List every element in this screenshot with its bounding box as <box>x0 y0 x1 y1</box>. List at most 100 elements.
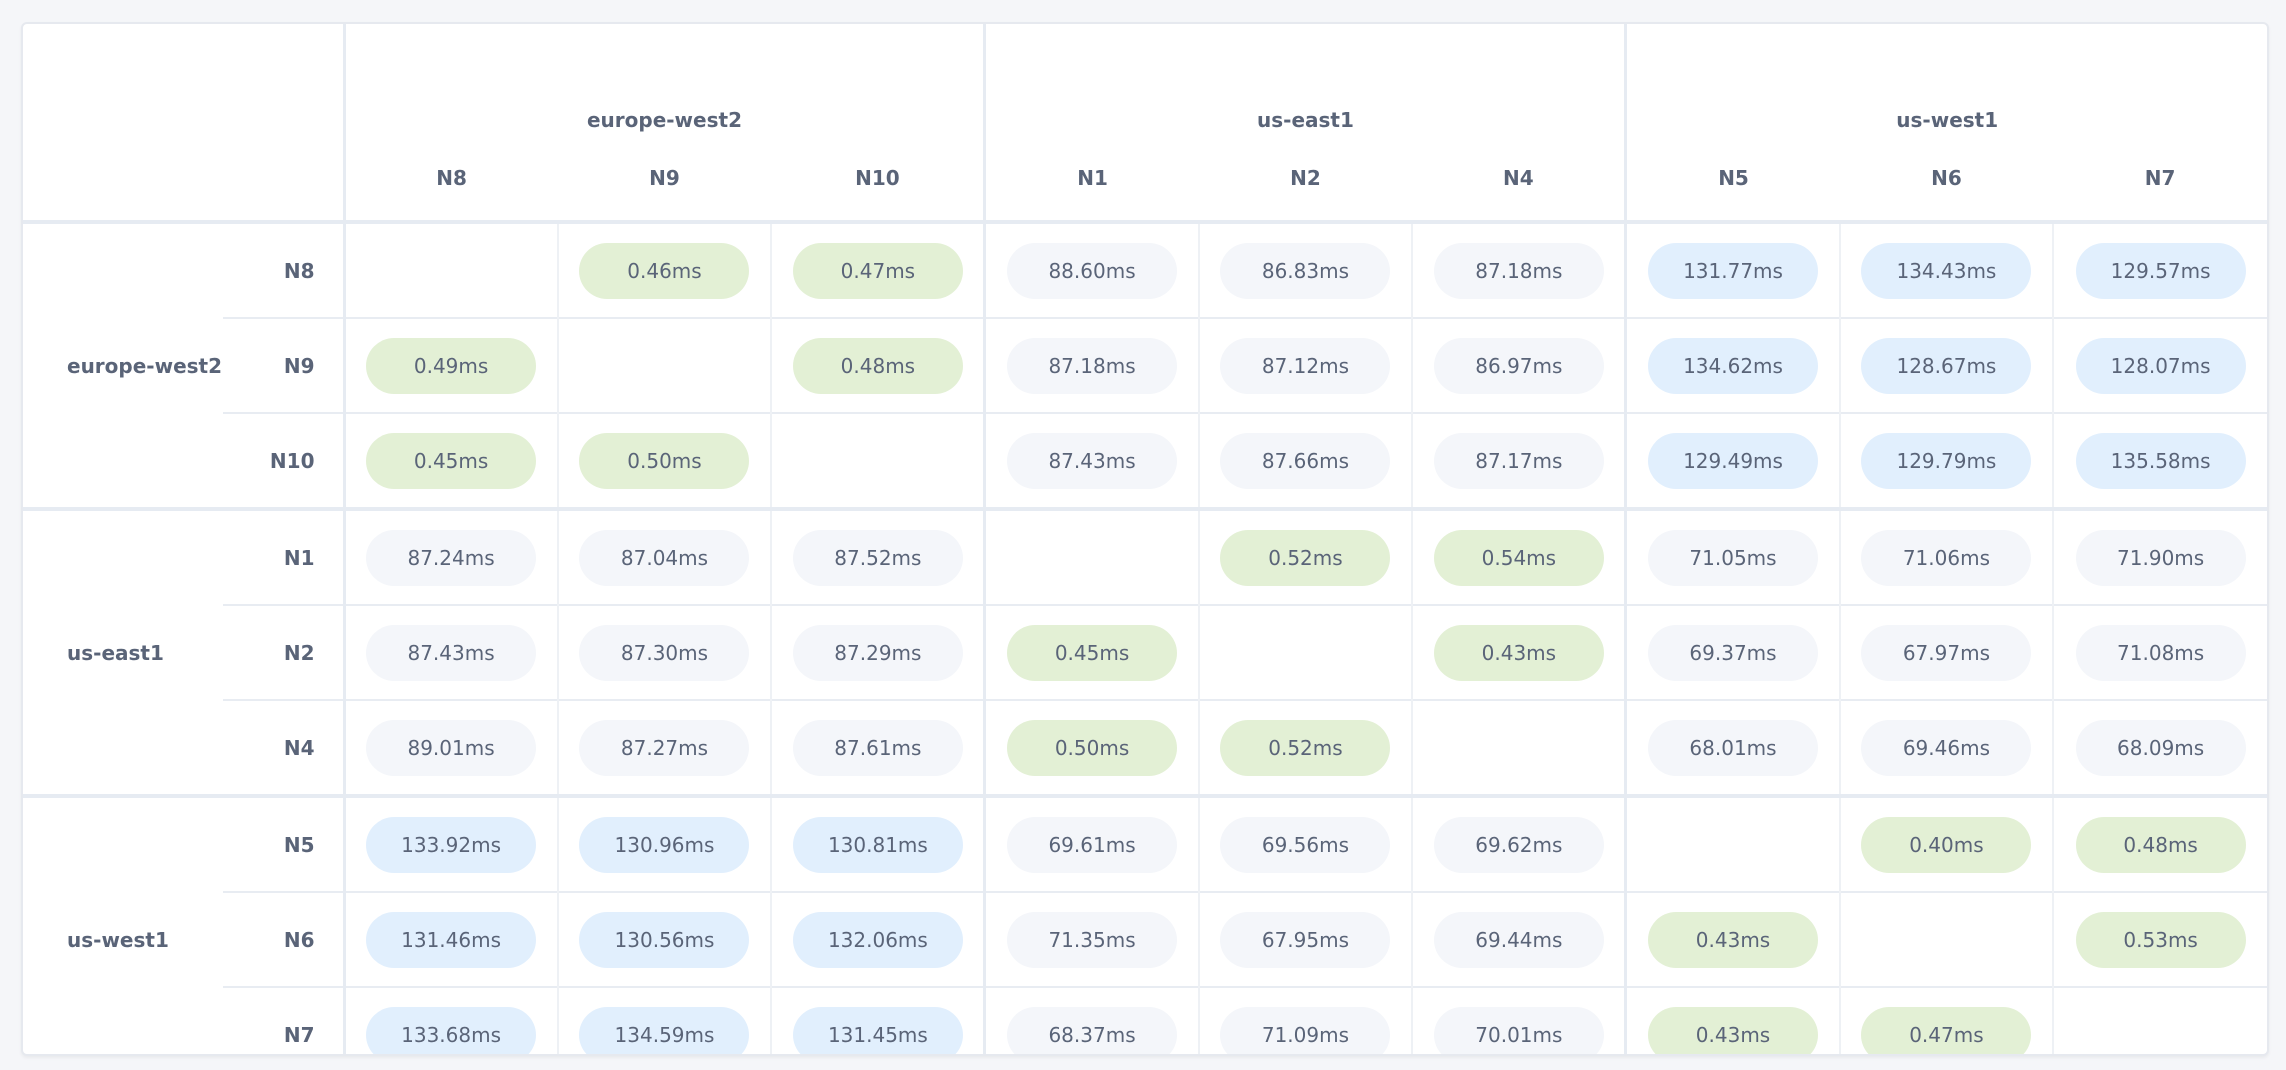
latency-pill: 69.62ms <box>1433 816 1604 873</box>
latency-cell: 87.66ms <box>1197 412 1413 509</box>
latency-cell: 0.52ms <box>1197 699 1413 796</box>
node-header: N9 <box>557 136 772 224</box>
row-region-label: us-west1 <box>23 794 223 1054</box>
latency-pill: 87.04ms <box>579 529 750 586</box>
latency-cell: 131.77ms <box>1624 221 1840 318</box>
latency-cell: 89.01ms <box>342 699 558 796</box>
node-header: N1 <box>983 136 1199 224</box>
latency-pill: 67.97ms <box>1861 624 2032 681</box>
latency-cell: 69.56ms <box>1197 794 1413 892</box>
table-row: us-west1 N5 133.92ms 130.96ms 130.81ms 69.61m… <box>23 794 2267 1054</box>
latency-cell <box>2052 986 2267 1054</box>
table-row: N4 89.01ms 87.27ms 87.61ms 0.50ms 0.52ms 68.01… <box>23 699 2267 796</box>
latency-cell: 0.43ms <box>1624 891 1840 987</box>
latency-cell: 87.30ms <box>556 604 772 700</box>
latency-cell <box>556 317 772 413</box>
latency-pill: 87.24ms <box>366 529 537 586</box>
latency-cell: 0.48ms <box>2052 794 2267 892</box>
latency-pill: 69.37ms <box>1648 624 1819 681</box>
row-node-label: N9 <box>223 317 344 413</box>
latency-cell: 129.79ms <box>1838 412 2054 509</box>
latency-pill: 0.50ms <box>579 432 750 489</box>
latency-pill: 68.37ms <box>1007 1006 1178 1054</box>
corner-cell <box>23 136 344 224</box>
latency-cell: 88.60ms <box>983 221 1199 318</box>
row-node-label: N6 <box>223 891 344 987</box>
row-node-label: N8 <box>223 221 344 318</box>
latency-cell: 128.67ms <box>1838 317 2054 413</box>
latency-pill: 87.43ms <box>1007 432 1178 489</box>
region-header: us-west1 <box>1624 24 2267 136</box>
latency-cell: 68.09ms <box>2052 699 2267 796</box>
latency-pill: 70.01ms <box>1433 1006 1604 1054</box>
latency-cell: 0.43ms <box>1624 986 1840 1054</box>
latency-cell <box>342 221 558 318</box>
latency-cell: 67.95ms <box>1197 891 1413 987</box>
latency-cell: 69.46ms <box>1838 699 2054 796</box>
latency-pill: 69.61ms <box>1007 816 1178 873</box>
latency-cell: 67.97ms <box>1838 604 2054 700</box>
latency-cell: 130.81ms <box>770 794 985 892</box>
latency-pill: 0.47ms <box>792 242 963 299</box>
latency-cell: 86.83ms <box>1197 221 1413 318</box>
latency-cell: 69.44ms <box>1411 891 1626 987</box>
latency-cell: 71.90ms <box>2052 507 2267 605</box>
region-header: us-east1 <box>983 24 1626 136</box>
latency-pill: 129.49ms <box>1648 432 1819 489</box>
latency-cell: 131.45ms <box>770 986 985 1054</box>
latency-cell: 69.62ms <box>1411 794 1626 892</box>
latency-cell: 133.92ms <box>342 794 558 892</box>
latency-cell: 87.52ms <box>770 507 985 605</box>
latency-cell: 0.40ms <box>1838 794 2054 892</box>
latency-pill: 0.52ms <box>1220 529 1391 586</box>
latency-pill: 0.47ms <box>1861 1006 2032 1054</box>
latency-cell: 87.29ms <box>770 604 985 700</box>
latency-pill: 134.43ms <box>1861 242 2032 299</box>
latency-pill: 87.17ms <box>1433 432 1604 489</box>
row-node-label: N1 <box>223 507 344 605</box>
latency-cell <box>1624 794 1840 892</box>
latency-pill: 130.81ms <box>792 816 963 873</box>
latency-cell: 71.35ms <box>983 891 1199 987</box>
node-header: N2 <box>1198 136 1413 224</box>
latency-pill: 0.53ms <box>2075 911 2246 968</box>
latency-pill: 71.35ms <box>1007 911 1178 968</box>
latency-pill: 87.43ms <box>366 624 537 681</box>
latency-pill: 0.49ms <box>366 337 537 394</box>
latency-cell: 134.62ms <box>1624 317 1840 413</box>
latency-pill: 131.77ms <box>1648 242 1819 299</box>
latency-cell: 0.50ms <box>556 412 772 509</box>
latency-pill: 87.61ms <box>792 719 963 776</box>
latency-pill: 0.43ms <box>1648 1006 1819 1054</box>
node-header: N5 <box>1624 136 1840 224</box>
latency-pill: 134.59ms <box>579 1006 750 1054</box>
latency-cell: 0.47ms <box>1838 986 2054 1054</box>
latency-pill: 87.27ms <box>579 719 750 776</box>
latency-cell: 87.04ms <box>556 507 772 605</box>
latency-pill: 68.01ms <box>1648 719 1819 776</box>
row-node-label: N7 <box>223 986 344 1054</box>
latency-cell: 0.50ms <box>983 699 1199 796</box>
latency-cell: 69.37ms <box>1624 604 1840 700</box>
latency-cell: 0.54ms <box>1411 507 1626 605</box>
latency-pill: 135.58ms <box>2075 432 2246 489</box>
latency-pill: 87.30ms <box>579 624 750 681</box>
node-header: N10 <box>771 136 985 224</box>
latency-pill: 130.96ms <box>579 816 750 873</box>
latency-cell: 87.18ms <box>983 317 1199 413</box>
row-region-label: europe-west2 <box>23 221 223 509</box>
latency-pill: 132.06ms <box>792 911 963 968</box>
latency-cell: 87.17ms <box>1411 412 1626 509</box>
latency-cell: 0.52ms <box>1197 507 1413 605</box>
table-row: us-east1 N1 87.24ms 87.04ms 87.52ms 0.52ms 0.5… <box>23 507 2267 796</box>
row-node-label: N5 <box>223 794 344 892</box>
latency-cell <box>983 507 1199 605</box>
row-region-label: us-east1 <box>23 507 223 796</box>
latency-pill: 71.08ms <box>2075 624 2246 681</box>
latency-pill: 67.95ms <box>1220 911 1391 968</box>
latency-cell: 71.08ms <box>2052 604 2267 700</box>
latency-cell <box>1197 604 1413 700</box>
latency-pill: 86.97ms <box>1433 337 1604 394</box>
latency-pill: 0.50ms <box>1007 719 1178 776</box>
row-node-label: N4 <box>223 699 344 796</box>
